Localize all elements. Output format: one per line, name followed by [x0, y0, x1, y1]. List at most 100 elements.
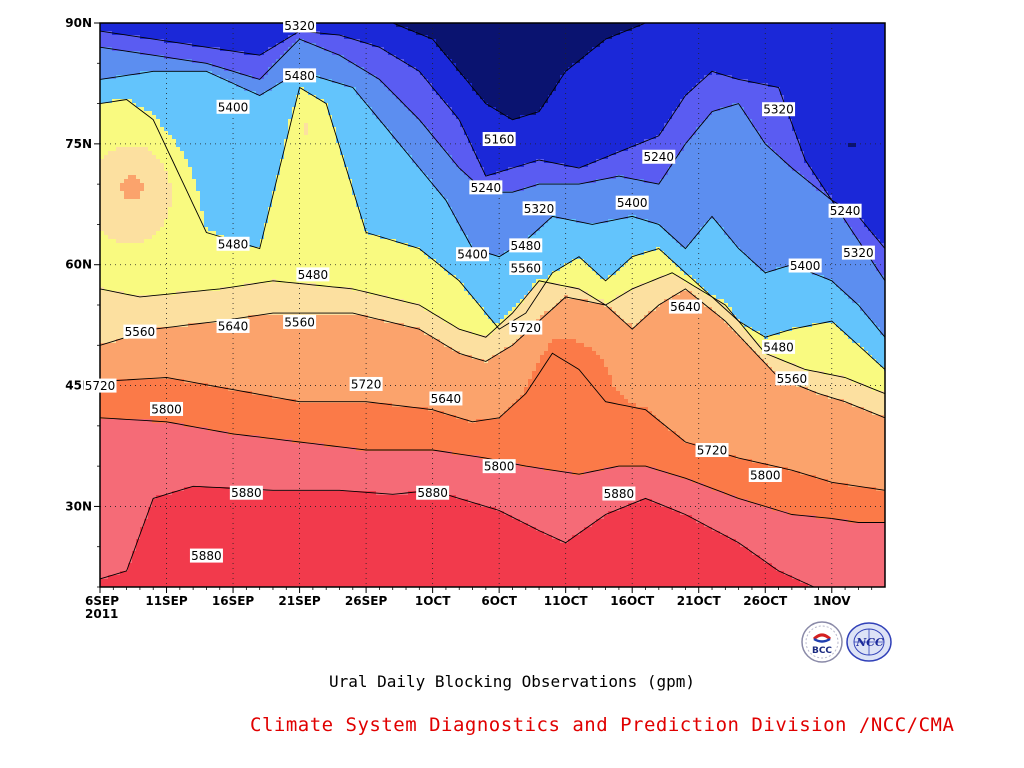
contour-band-cell [716, 451, 721, 492]
contour-band-cell [664, 427, 669, 472]
contour-band-cell [212, 231, 217, 292]
contour-band-cell [428, 179, 433, 260]
contour-band-cell [280, 399, 285, 440]
contour-band-cell [764, 507, 769, 564]
contour-band-cell [800, 151, 805, 176]
contour-band-cell [640, 319, 645, 408]
contour-band-cell [176, 291, 181, 328]
contour-band-cell [680, 151, 685, 248]
contour-band-cell [584, 291, 589, 300]
contour-band-cell [728, 311, 733, 328]
contour-band-cell [356, 67, 361, 96]
contour-band-cell [736, 543, 741, 587]
contour-band-cell [248, 283, 253, 316]
contour-band-cell [324, 79, 329, 104]
contour-band-cell [220, 79, 225, 236]
contour-band-cell [572, 219, 577, 260]
contour-band-cell [280, 43, 285, 56]
contour-band-cell [524, 523, 529, 587]
contour-band-cell [152, 71, 157, 116]
contour-label-text: 5560 [777, 372, 808, 386]
contour-band-cell [232, 287, 237, 320]
contour-band-cell [480, 507, 485, 587]
contour-band-cell [144, 419, 149, 520]
contour-band-cell [152, 39, 157, 56]
contour-band-cell [148, 71, 153, 112]
contour-band-cell [420, 75, 425, 124]
contour-band-cell [708, 451, 713, 488]
contour-band-cell [824, 395, 829, 480]
contour-band-cell [124, 243, 129, 296]
contour-band-cell [208, 23, 213, 48]
contour-band-cell [476, 187, 481, 252]
contour-band-cell [172, 43, 177, 60]
contour-band-cell [460, 23, 465, 76]
contour-band-cell [556, 219, 561, 272]
contour-label-text: 5800 [151, 402, 182, 416]
contour-band-cell [212, 431, 217, 488]
contour-label-text: 5160 [484, 133, 515, 147]
contour-band-cell [632, 255, 637, 288]
contour-band-cell [144, 519, 149, 587]
contour-band-cell [444, 199, 449, 272]
contour-band-cell [312, 31, 317, 44]
contour-band-cell [396, 99, 401, 144]
contour-band-cell [360, 219, 365, 292]
contour-band-cell [208, 291, 213, 324]
contour-band-cell [312, 75, 317, 96]
contour-band-cell [768, 507, 773, 564]
contour-band-cell [208, 63, 213, 72]
contour-band-cell [100, 159, 105, 232]
contour-band-cell [444, 103, 449, 152]
contour-band-cell [288, 491, 293, 587]
contour-band-cell [472, 359, 477, 424]
contour-band-cell [328, 115, 333, 288]
contour-band-cell [168, 183, 173, 208]
contour-band-cell [672, 295, 677, 432]
contour-band-cell [240, 23, 245, 52]
contour-band-cell [340, 315, 345, 404]
contour-band-cell [716, 223, 721, 300]
contour-band-cell [252, 55, 257, 80]
contour-band-cell [348, 23, 353, 40]
contour-band-cell [872, 23, 877, 236]
contour-band-cell [764, 363, 769, 464]
contour-band-cell [528, 23, 533, 116]
contour-band-cell [504, 191, 509, 252]
contour-band-cell [260, 439, 265, 492]
contour-band-cell [168, 379, 173, 424]
contour-band-cell [448, 155, 453, 208]
contour-band-cell [312, 95, 317, 284]
contour-band-cell [316, 443, 321, 492]
contour-band-cell [592, 183, 597, 224]
contour-band-cell [656, 307, 661, 420]
contour-band-cell [628, 467, 633, 504]
contour-band-cell [388, 403, 393, 452]
contour-band-cell [512, 343, 517, 404]
contour-band-cell [412, 31, 417, 68]
contour-band-cell [324, 447, 329, 492]
contour-band-cell [624, 31, 629, 152]
contour-band-cell [256, 55, 261, 80]
contour-band-cell [212, 291, 217, 324]
contour-band-cell [716, 531, 721, 587]
contour-band-cell [544, 535, 549, 587]
contour-band-cell [332, 491, 337, 587]
contour-band-cell [644, 407, 649, 468]
contour-band-cell [704, 487, 709, 528]
contour-band-cell [736, 499, 741, 544]
contour-band-cell [468, 295, 473, 332]
contour-band-cell [244, 391, 249, 436]
contour-band-cell [512, 519, 517, 587]
contour-band-cell [752, 503, 757, 556]
contour-band-cell [208, 431, 213, 488]
contour-band-cell [100, 579, 105, 587]
contour-band-cell [572, 259, 577, 288]
contour-band-cell [692, 519, 697, 587]
contour-band-cell [284, 315, 289, 400]
contour-band-cell [460, 283, 465, 332]
contour-band-cell [720, 319, 725, 456]
contour-band-cell [596, 275, 601, 300]
contour-band-cell [624, 399, 629, 468]
contour-band-cell [260, 395, 265, 440]
